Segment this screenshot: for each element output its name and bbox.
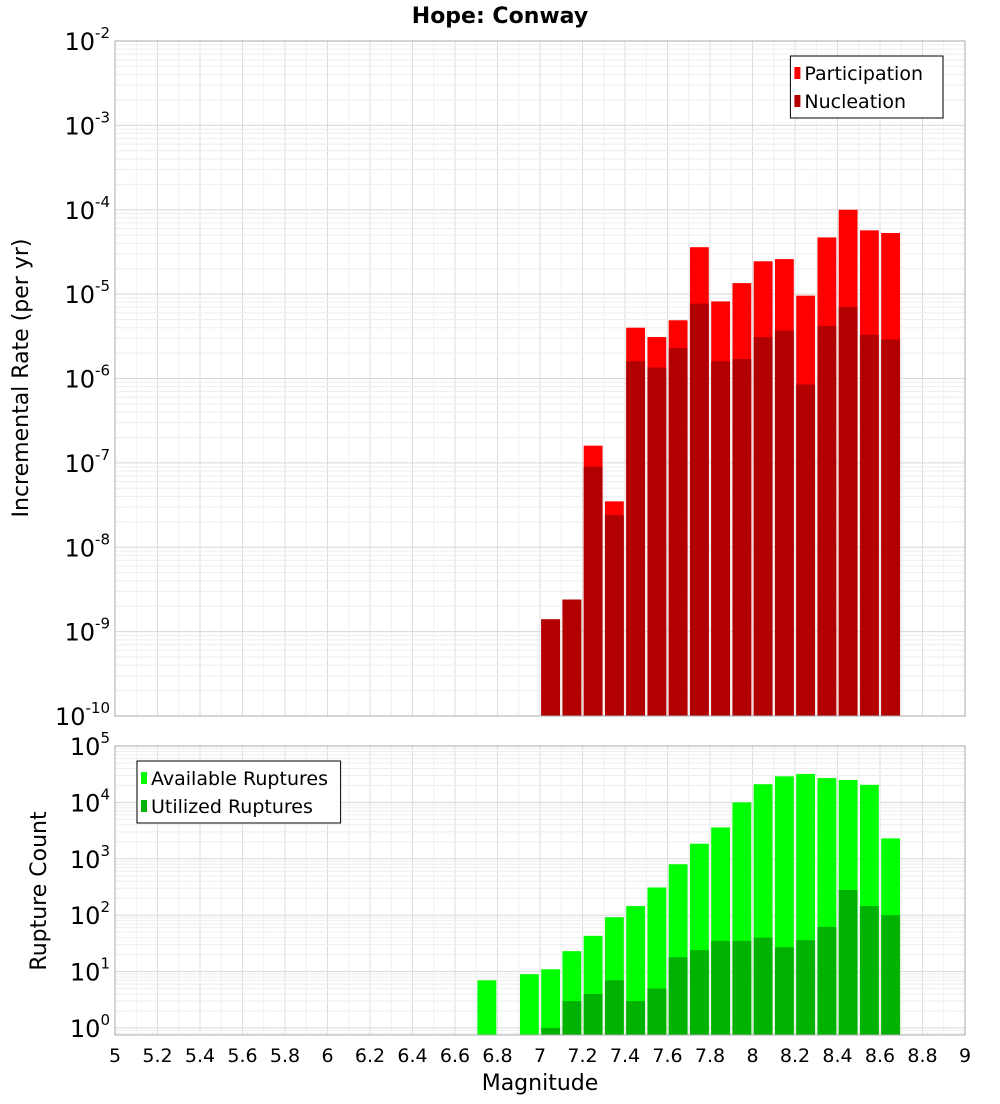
x-tick-label: 5.2 — [142, 1045, 172, 1067]
y-tick-label: 10-3 — [64, 108, 110, 140]
legend-box — [789, 55, 944, 119]
bar-nucleation — [668, 347, 688, 716]
x-tick-label: 7.4 — [610, 1045, 640, 1067]
bar-nucleation — [753, 337, 773, 716]
y-axis-label-count: Rupture Count — [27, 811, 52, 971]
bar-nucleation — [583, 466, 603, 716]
legend-label: Nucleation — [804, 91, 906, 113]
y-tick-label: 10-6 — [64, 362, 110, 394]
bar-nucleation — [881, 339, 901, 716]
bar-available-ruptures — [519, 974, 539, 1035]
x-tick-label: 8.4 — [822, 1045, 852, 1067]
bar-nucleation — [541, 619, 561, 716]
y-tick-label: 10-4 — [64, 193, 110, 225]
bar-nucleation — [732, 359, 752, 716]
bar-utilized-ruptures — [732, 940, 752, 1035]
y-tick-label: 105 — [70, 729, 110, 761]
x-tick-label: 8.8 — [907, 1045, 937, 1067]
y-tick-label: 10-10 — [55, 699, 110, 731]
legend-label: Available Ruptures — [151, 768, 328, 790]
x-tick-label: 5 — [109, 1045, 121, 1067]
y-tick-label: 104 — [70, 785, 110, 817]
bar-utilized-ruptures — [881, 915, 901, 1035]
x-tick-label: 9 — [959, 1045, 971, 1067]
bar-nucleation — [647, 367, 667, 716]
x-tick-label: 5.4 — [185, 1045, 215, 1067]
bar-utilized-ruptures — [689, 950, 709, 1035]
x-tick-label: 6.2 — [355, 1045, 385, 1067]
legend-swatch — [794, 95, 801, 107]
x-tick-label: 6 — [321, 1045, 333, 1067]
legend-label: Utilized Ruptures — [151, 796, 313, 818]
bar-utilized-ruptures — [541, 1027, 561, 1035]
bar-utilized-ruptures — [562, 1001, 582, 1035]
x-tick-label: 7.2 — [567, 1045, 597, 1067]
x-tick-label: 6.8 — [482, 1045, 512, 1067]
bar-utilized-ruptures — [668, 957, 688, 1035]
plot-frame — [114, 745, 966, 1036]
bar-utilized-ruptures — [604, 980, 624, 1035]
bar-available-ruptures — [477, 980, 497, 1035]
x-tick-label: 6.6 — [440, 1045, 470, 1067]
legend: Available Ruptures Utilized Ruptures — [136, 760, 342, 824]
y-tick-label: 10-7 — [64, 446, 110, 478]
bar-utilized-ruptures — [626, 1001, 646, 1035]
bar-nucleation — [711, 361, 731, 716]
legend-label: Participation — [804, 63, 923, 85]
x-axis-label: Magnitude — [482, 1071, 599, 1096]
bar-utilized-ruptures — [859, 906, 879, 1035]
legend-swatch — [141, 772, 147, 784]
y-tick-label: 10-8 — [64, 530, 110, 562]
bar-utilized-ruptures — [753, 937, 773, 1035]
bar-utilized-ruptures — [817, 926, 837, 1035]
bar-utilized-ruptures — [647, 988, 667, 1035]
bar-nucleation — [604, 515, 624, 716]
bar-utilized-ruptures — [774, 947, 794, 1035]
y-tick-label: 103 — [70, 842, 110, 874]
bar-nucleation — [859, 334, 879, 716]
bar-nucleation — [796, 384, 816, 716]
plot-frame — [114, 40, 966, 717]
x-tick-label: 5.8 — [270, 1045, 300, 1067]
y-tick-label: 10-5 — [64, 277, 110, 309]
bar-utilized-ruptures — [796, 940, 816, 1035]
bar-nucleation — [774, 330, 794, 716]
bar-nucleation — [838, 307, 858, 716]
legend: Participation Nucleation — [789, 55, 944, 119]
y-tick-label: 10-2 — [64, 24, 110, 56]
bar-nucleation — [817, 325, 837, 716]
y-tick-label: 100 — [70, 1011, 110, 1043]
x-tick-label: 7.8 — [695, 1045, 725, 1067]
bar-available-ruptures — [541, 969, 561, 1035]
legend-swatch — [794, 67, 801, 79]
y-tick-label: 102 — [70, 898, 110, 930]
x-tick-label: 8.2 — [780, 1045, 810, 1067]
y-axis-label-rate: Incremental Rate (per yr) — [9, 239, 34, 518]
plot-panel-0: 10-10 10-9 10-8 10-7 10-6 10-5 10-4 10-3 10-2 Par… — [55, 24, 966, 731]
x-tick-label: 5.6 — [227, 1045, 257, 1067]
bar-utilized-ruptures — [838, 889, 858, 1035]
bar-nucleation — [626, 361, 646, 716]
bar-nucleation — [562, 599, 582, 716]
chart-title: Hope: Conway — [412, 4, 588, 29]
bar-utilized-ruptures — [711, 940, 731, 1035]
legend-box — [136, 760, 342, 824]
x-tick-label: 6.4 — [397, 1045, 427, 1067]
x-tick-label: 7.6 — [652, 1045, 682, 1067]
x-tick-label: 7 — [534, 1045, 546, 1067]
x-tick-label: 8 — [746, 1045, 758, 1067]
bar-utilized-ruptures — [583, 994, 603, 1035]
legend-swatch — [141, 800, 147, 812]
y-tick-label: 10-9 — [64, 615, 110, 647]
x-tick-label: 8.6 — [865, 1045, 895, 1067]
y-tick-label: 101 — [70, 955, 110, 987]
bar-nucleation — [689, 303, 709, 716]
plot-panel-1: 100 101 102 103 104 105 Available Ruptures Util… — [70, 729, 966, 1043]
